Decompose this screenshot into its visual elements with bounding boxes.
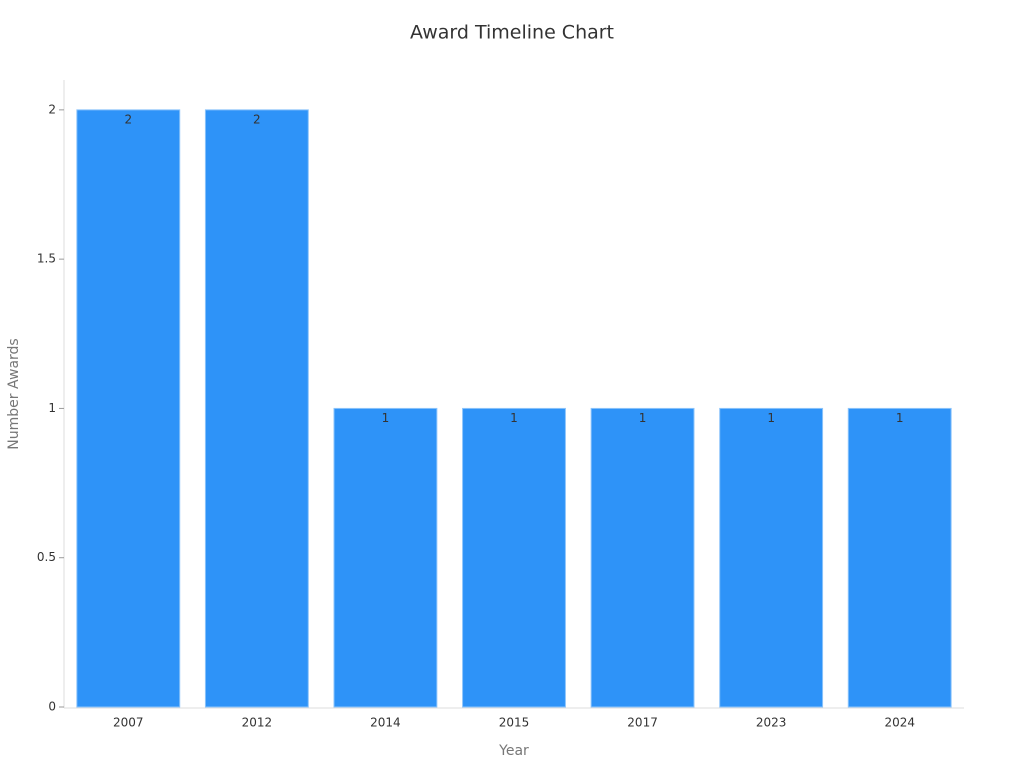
y-tick-label: 1 <box>48 401 56 415</box>
value-label: 1 <box>510 411 518 425</box>
y-tick-label: 0 <box>48 700 56 714</box>
x-tick-label: 2007 <box>113 716 144 730</box>
value-label: 2 <box>124 112 132 126</box>
x-tick-label: 2017 <box>627 716 658 730</box>
y-tick-label: 2 <box>48 102 56 116</box>
x-tick-label: 2012 <box>242 716 273 730</box>
bar <box>204 109 309 708</box>
x-tick-label: 2024 <box>884 716 915 730</box>
bar <box>76 109 181 708</box>
bar <box>590 407 695 708</box>
chart-title: Award Timeline Chart <box>410 22 614 44</box>
value-label: 2 <box>253 112 261 126</box>
x-axis-title: Year <box>498 743 529 759</box>
y-tick-label: 0.5 <box>37 550 56 564</box>
value-label: 1 <box>639 411 647 425</box>
y-axis-title: Number Awards <box>6 338 22 449</box>
value-label: 1 <box>896 411 904 425</box>
y-tick-label: 1.5 <box>37 252 56 266</box>
bar <box>462 407 566 708</box>
x-tick-label: 2014 <box>370 716 401 730</box>
value-label: 1 <box>382 411 390 425</box>
bar <box>719 407 824 708</box>
x-tick-label: 2023 <box>756 716 787 730</box>
x-tick-label: 2015 <box>499 716 530 730</box>
bar <box>333 407 438 708</box>
bar <box>847 407 952 708</box>
value-label: 1 <box>767 411 775 425</box>
